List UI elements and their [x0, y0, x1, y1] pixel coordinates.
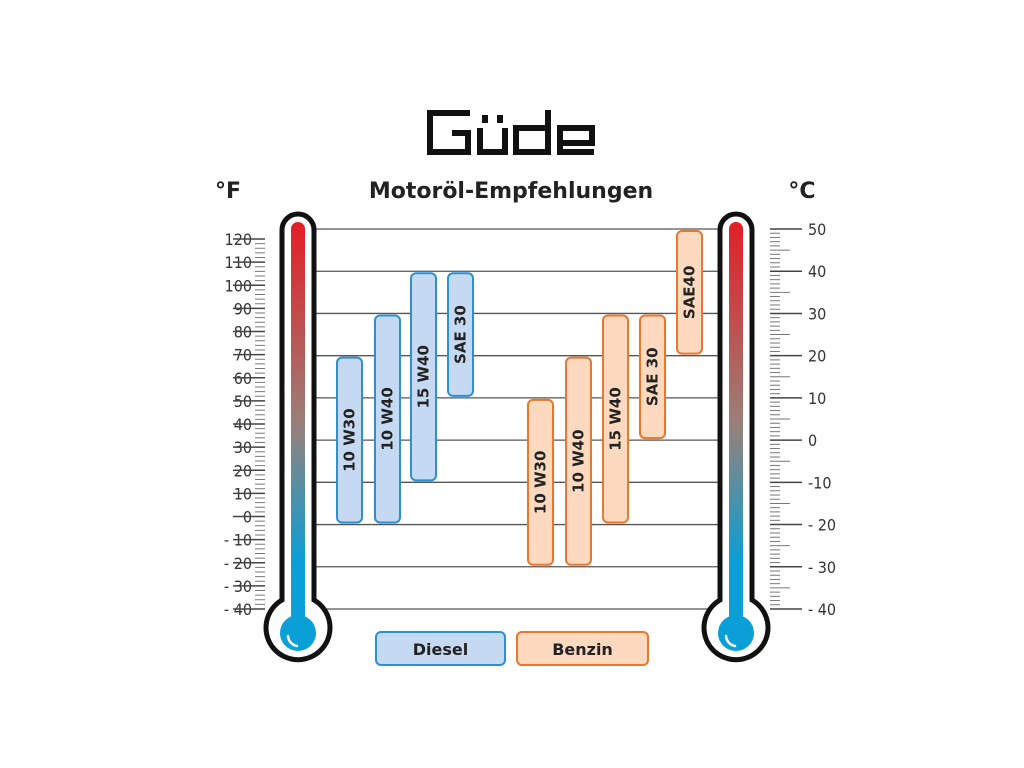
oil-bar-label: 15 W40	[607, 387, 625, 451]
celsius-tick-label: 20	[808, 347, 826, 366]
fahrenheit-thermometer	[263, 211, 333, 663]
celsius-unit: °C	[788, 179, 815, 204]
celsius-tick-label: - 20	[808, 516, 836, 535]
celsius-tick-label: 10	[808, 389, 826, 408]
oil-bar-label: 10 W40	[570, 429, 588, 493]
oil-bar-label: 15 W40	[415, 345, 433, 409]
legend-swatch-benzin	[516, 631, 649, 666]
thermometer-column	[729, 222, 743, 622]
oil-bar-rect	[639, 314, 666, 440]
oil-bar-rect	[602, 314, 629, 524]
oil-bar-rect	[447, 272, 474, 397]
legend-label: Benzin	[552, 640, 613, 659]
oil-bar-label: SAE40	[681, 266, 699, 320]
oil-bar: SAE 30	[447, 272, 474, 397]
oil-bar-label: 10 W40	[379, 387, 397, 451]
oil-bar: 10 W30	[527, 398, 554, 566]
oil-bar-rect	[336, 356, 363, 524]
oil-bar: 15 W40	[602, 314, 629, 524]
oil-bar: SAE 30	[639, 314, 666, 440]
oil-bar: 10 W30	[336, 356, 363, 524]
oil-bar-label: 10 W30	[341, 408, 359, 472]
oil-bar-label: 10 W30	[532, 451, 550, 515]
oil-bar-rect	[565, 356, 592, 566]
oil-bar-label: SAE 30	[644, 347, 662, 406]
legend-swatch-diesel	[375, 631, 506, 666]
celsius-tick-label: -10	[808, 473, 832, 492]
thermometer-column	[291, 222, 305, 622]
oil-bar: 10 W40	[565, 356, 592, 566]
oil-bar-label: SAE 30	[452, 305, 470, 364]
chart-title: Motoröl-Empfehlungen	[369, 179, 653, 204]
oil-bar-rect	[676, 230, 703, 355]
legend-label: Diesel	[413, 640, 468, 659]
celsius-tick-label: 50	[808, 220, 826, 239]
celsius-tick-label: 40	[808, 262, 826, 281]
celsius-thermometer	[701, 211, 771, 663]
oil-bar: 15 W40	[410, 272, 437, 482]
oil-bar-rect	[374, 314, 401, 524]
celsius-tick-label: - 30	[808, 558, 836, 577]
oil-bar: SAE40	[676, 230, 703, 355]
celsius-tick-label: 0	[808, 431, 817, 450]
bulb-highlight	[286, 634, 299, 648]
oil-bar: 10 W40	[374, 314, 401, 524]
celsius-tick-label: 30	[808, 304, 826, 323]
bulb-highlight	[724, 634, 737, 648]
guede-logo	[427, 110, 595, 155]
oil-bar-rect	[410, 272, 437, 482]
celsius-tick-label: - 40	[808, 600, 836, 619]
oil-bar-rect	[527, 398, 554, 566]
fahrenheit-unit: °F	[215, 179, 241, 204]
